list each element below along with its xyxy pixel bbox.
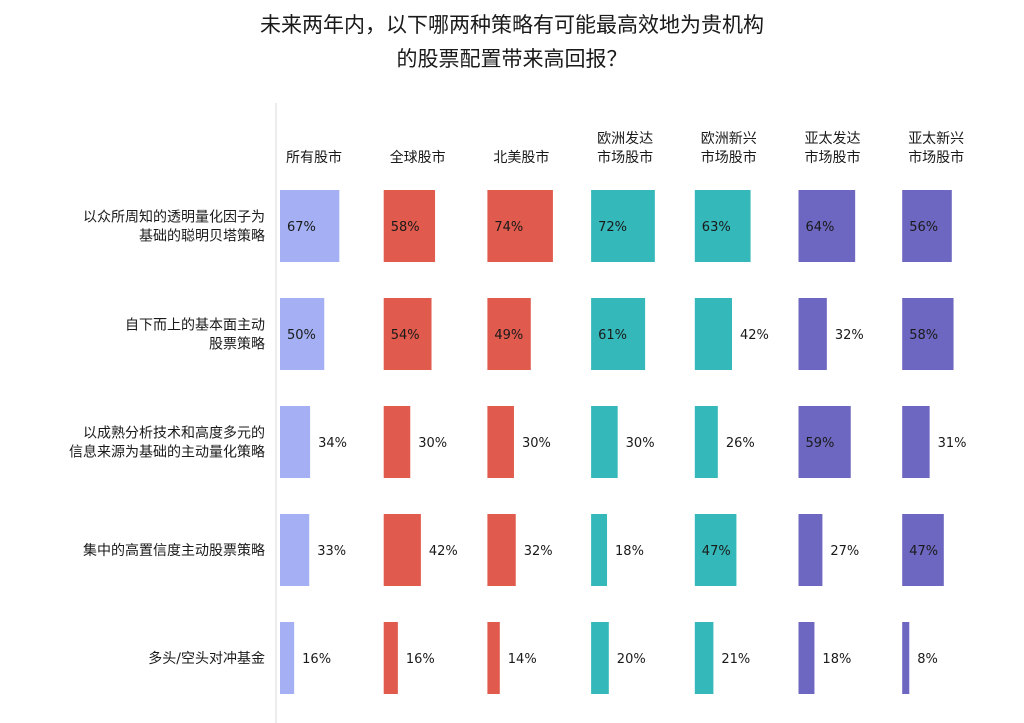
bar — [798, 190, 856, 262]
bar — [798, 298, 827, 370]
bar — [383, 514, 421, 586]
bar — [591, 298, 646, 370]
row-label: 集中的高置信度主动股票策略 — [83, 542, 265, 559]
chart-title-line-2: 的股票配置带来高回报？ — [396, 47, 628, 71]
data-label: 33% — [317, 544, 346, 559]
bar — [280, 514, 310, 586]
bar — [280, 622, 295, 694]
data-label: 47% — [909, 544, 938, 559]
data-label: 58% — [909, 328, 938, 343]
data-label: 50% — [287, 328, 316, 343]
column-label: 全球股市 — [390, 149, 446, 166]
chart-title: 未来两年内，以下哪两种策略有可能最高效地为贵机构 的股票配置带来高回报？ — [0, 8, 1024, 76]
bar — [902, 514, 944, 586]
bar — [591, 514, 608, 586]
data-label: 42% — [740, 328, 769, 343]
column-label: 亚太发达 — [805, 131, 861, 147]
bar — [694, 514, 737, 586]
bar — [383, 298, 432, 370]
bar — [902, 190, 952, 262]
data-label: 54% — [391, 328, 420, 343]
data-label: 58% — [391, 220, 420, 235]
row-label: 多头/空头对冲基金 — [148, 650, 265, 667]
bar — [383, 622, 398, 694]
data-label: 30% — [626, 436, 655, 451]
data-label: 67% — [287, 220, 316, 235]
data-label: 30% — [418, 436, 447, 451]
data-label: 20% — [617, 652, 646, 667]
data-label: 63% — [702, 220, 731, 235]
column-label: 欧洲发达 — [597, 131, 653, 147]
bar — [694, 298, 732, 370]
data-label: 32% — [835, 328, 864, 343]
data-label: 18% — [822, 652, 851, 667]
bar — [902, 298, 954, 370]
row-label: 自下而上的基本面主动 — [125, 317, 265, 334]
bar — [591, 406, 618, 478]
bar — [280, 406, 311, 478]
bar — [487, 406, 514, 478]
data-label: 14% — [508, 652, 537, 667]
data-label: 8% — [917, 652, 938, 667]
column-label: 市场股市 — [701, 149, 757, 166]
data-label: 26% — [726, 436, 755, 451]
bar — [487, 190, 553, 262]
bar — [280, 298, 325, 370]
bar — [694, 190, 751, 262]
bar — [280, 190, 340, 262]
column-label: 市场股市 — [597, 149, 653, 166]
data-label: 64% — [806, 220, 835, 235]
bar — [694, 406, 718, 478]
bar — [798, 622, 815, 694]
data-label: 42% — [429, 544, 458, 559]
bar — [487, 298, 531, 370]
bar — [383, 190, 436, 262]
bar — [694, 622, 714, 694]
row-label: 以成熟分析技术和高度多元的 — [83, 425, 265, 442]
data-label: 27% — [830, 544, 859, 559]
data-label: 31% — [938, 436, 967, 451]
data-label: 59% — [806, 436, 835, 451]
column-label: 所有股市 — [286, 149, 342, 166]
data-label: 34% — [318, 436, 347, 451]
bar — [591, 622, 609, 694]
column-label: 北美股市 — [493, 149, 549, 166]
data-label: 56% — [909, 220, 938, 235]
data-label: 74% — [494, 220, 523, 235]
column-label: 市场股市 — [908, 149, 964, 166]
bar — [383, 406, 411, 478]
bar — [902, 622, 910, 694]
column-label: 亚太新兴 — [908, 131, 964, 147]
data-label: 49% — [494, 328, 523, 343]
data-label: 32% — [524, 544, 553, 559]
data-label: 18% — [615, 544, 644, 559]
chart-title-line-1: 未来两年内，以下哪两种策略有可能最高效地为贵机构 — [260, 13, 764, 37]
bar — [591, 190, 655, 262]
data-label: 16% — [406, 652, 435, 667]
data-label: 61% — [598, 328, 627, 343]
bar — [902, 406, 930, 478]
data-label: 16% — [302, 652, 331, 667]
data-label: 30% — [522, 436, 551, 451]
bar — [798, 514, 823, 586]
bar — [798, 406, 851, 478]
bar — [487, 622, 500, 694]
column-label: 市场股市 — [805, 149, 861, 166]
row-label: 以众所周知的透明量化因子为 — [83, 209, 265, 226]
data-label: 47% — [702, 544, 731, 559]
column-label: 欧洲新兴 — [701, 131, 757, 147]
data-label: 21% — [721, 652, 750, 667]
row-label: 信息来源为基础的主动量化策略 — [69, 444, 265, 461]
data-label: 72% — [598, 220, 627, 235]
row-label: 股票策略 — [209, 336, 265, 353]
bar — [487, 514, 516, 586]
row-label: 基础的聪明贝塔策略 — [139, 228, 265, 245]
